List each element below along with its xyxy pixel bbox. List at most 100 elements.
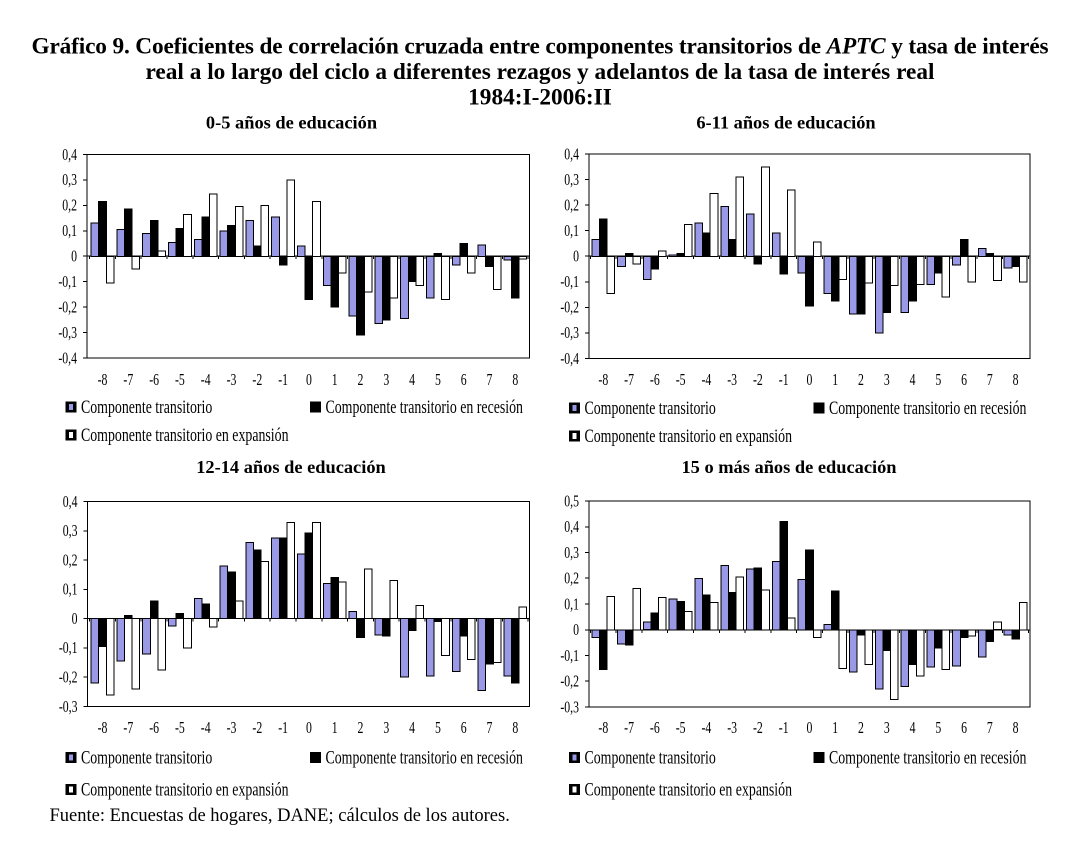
svg-text:0-5 años de educación: 0-5 años de educación	[206, 113, 377, 133]
svg-text:0,4: 0,4	[564, 145, 579, 163]
svg-text:2: 2	[358, 719, 364, 737]
svg-text:2: 2	[858, 371, 864, 389]
svg-text:-6: -6	[650, 719, 660, 737]
svg-text:8: 8	[1013, 719, 1019, 737]
svg-text:-4: -4	[201, 371, 211, 389]
svg-text:real a lo largo del ciclo a di: real a lo largo del ciclo a diferentes r…	[146, 59, 935, 85]
svg-text:0,4: 0,4	[564, 518, 579, 536]
svg-text:-0,2: -0,2	[58, 299, 77, 317]
svg-text:-3: -3	[727, 719, 737, 737]
svg-text:Componente transitorio en rece: Componente transitorio en recesión	[326, 746, 524, 768]
svg-text:0,1: 0,1	[62, 222, 77, 240]
svg-text:-2: -2	[753, 371, 763, 389]
svg-text:5: 5	[435, 719, 441, 737]
svg-text:1: 1	[832, 371, 838, 389]
svg-text:12-14 años de educación: 12-14 años de educación	[196, 457, 386, 477]
svg-text:6: 6	[961, 371, 967, 389]
svg-text:2: 2	[358, 371, 364, 389]
svg-text:-3: -3	[227, 371, 237, 389]
svg-text:Fuente: Encuestas de hogares,: Fuente: Encuestas de hogares, DANE; cálc…	[50, 806, 510, 826]
svg-text:0,4: 0,4	[62, 146, 77, 164]
svg-text:7: 7	[987, 371, 993, 389]
svg-text:0: 0	[573, 621, 579, 639]
svg-text:0,2: 0,2	[62, 197, 77, 215]
svg-text:0,3: 0,3	[564, 544, 579, 562]
svg-text:-0,4: -0,4	[58, 349, 77, 367]
svg-text:3: 3	[383, 371, 389, 389]
svg-text:-5: -5	[676, 719, 686, 737]
svg-text:-3: -3	[227, 719, 237, 737]
svg-text:-5: -5	[175, 371, 185, 389]
svg-text:0,3: 0,3	[63, 522, 78, 540]
svg-text:-0,3: -0,3	[560, 698, 579, 716]
svg-text:Componente transitorio en rece: Componente transitorio en recesión	[326, 396, 524, 418]
svg-text:4: 4	[910, 719, 916, 737]
svg-text:0: 0	[71, 248, 77, 266]
svg-text:15 o más años de educación: 15 o más años de educación	[681, 457, 896, 477]
svg-text:-6: -6	[149, 371, 159, 389]
svg-text:7: 7	[987, 719, 993, 737]
svg-text:-7: -7	[624, 719, 634, 737]
svg-text:-2: -2	[753, 719, 763, 737]
svg-text:-4: -4	[201, 719, 211, 737]
svg-text:-0,3: -0,3	[560, 324, 579, 342]
svg-text:8: 8	[512, 371, 518, 389]
svg-text:-0,2: -0,2	[560, 299, 579, 317]
svg-text:6-11 años de educación: 6-11 años de educación	[696, 113, 875, 133]
svg-text:Componente transitorio: Componente transitorio	[585, 397, 716, 419]
svg-text:-0,2: -0,2	[560, 673, 579, 691]
svg-text:1: 1	[332, 371, 338, 389]
svg-text:0,1: 0,1	[63, 581, 78, 599]
svg-text:0,3: 0,3	[564, 171, 579, 189]
svg-text:8: 8	[1013, 371, 1019, 389]
svg-text:0: 0	[807, 719, 813, 737]
svg-text:-2: -2	[252, 371, 262, 389]
svg-text:0: 0	[306, 371, 312, 389]
svg-text:Gráfico 9. Coeficientes de cor: Gráfico 9. Coeficientes de correlación c…	[32, 34, 1049, 60]
svg-text:7: 7	[487, 719, 493, 737]
svg-text:3: 3	[884, 371, 890, 389]
svg-text:-7: -7	[123, 719, 133, 737]
svg-text:Componente transitorio en expa: Componente transitorio en expansión	[585, 778, 793, 800]
svg-text:Componente transitorio en expa: Componente transitorio en expansión	[585, 425, 793, 447]
svg-text:-8: -8	[598, 371, 608, 389]
svg-text:-0,3: -0,3	[59, 698, 78, 716]
svg-text:0: 0	[573, 248, 579, 266]
svg-text:-4: -4	[701, 371, 711, 389]
svg-text:-8: -8	[598, 719, 608, 737]
svg-text:Componente transitorio: Componente transitorio	[81, 396, 212, 418]
svg-text:Componente transitorio: Componente transitorio	[81, 746, 212, 768]
svg-text:4: 4	[409, 719, 415, 737]
svg-text:3: 3	[383, 719, 389, 737]
svg-text:-5: -5	[676, 371, 686, 389]
svg-text:0,2: 0,2	[564, 197, 579, 215]
svg-text:-1: -1	[779, 371, 789, 389]
svg-text:6: 6	[961, 719, 967, 737]
svg-text:-0,1: -0,1	[560, 647, 579, 665]
svg-text:0,3: 0,3	[62, 171, 77, 189]
svg-text:-8: -8	[98, 719, 108, 737]
svg-text:0,1: 0,1	[564, 595, 579, 613]
svg-text:-0,1: -0,1	[59, 639, 78, 657]
svg-text:6: 6	[461, 371, 467, 389]
svg-text:-1: -1	[278, 371, 288, 389]
svg-text:Componente transitorio en rece: Componente transitorio en recesión	[829, 746, 1027, 768]
svg-text:-0,4: -0,4	[560, 350, 579, 368]
svg-text:5: 5	[935, 719, 941, 737]
svg-text:-8: -8	[98, 371, 108, 389]
svg-text:-1: -1	[779, 719, 789, 737]
svg-text:0,4: 0,4	[63, 493, 78, 511]
svg-text:8: 8	[512, 719, 518, 737]
svg-text:6: 6	[461, 719, 467, 737]
svg-text:0,5: 0,5	[564, 492, 579, 510]
svg-text:Componente transitorio en rece: Componente transitorio en recesión	[829, 397, 1027, 419]
svg-text:-0,3: -0,3	[58, 324, 77, 342]
svg-text:4: 4	[409, 371, 415, 389]
svg-text:3: 3	[884, 719, 890, 737]
svg-text:1: 1	[332, 719, 338, 737]
svg-text:-7: -7	[123, 371, 133, 389]
svg-text:-0,1: -0,1	[58, 273, 77, 291]
svg-text:-7: -7	[624, 371, 634, 389]
svg-text:0: 0	[306, 719, 312, 737]
svg-text:-6: -6	[149, 719, 159, 737]
